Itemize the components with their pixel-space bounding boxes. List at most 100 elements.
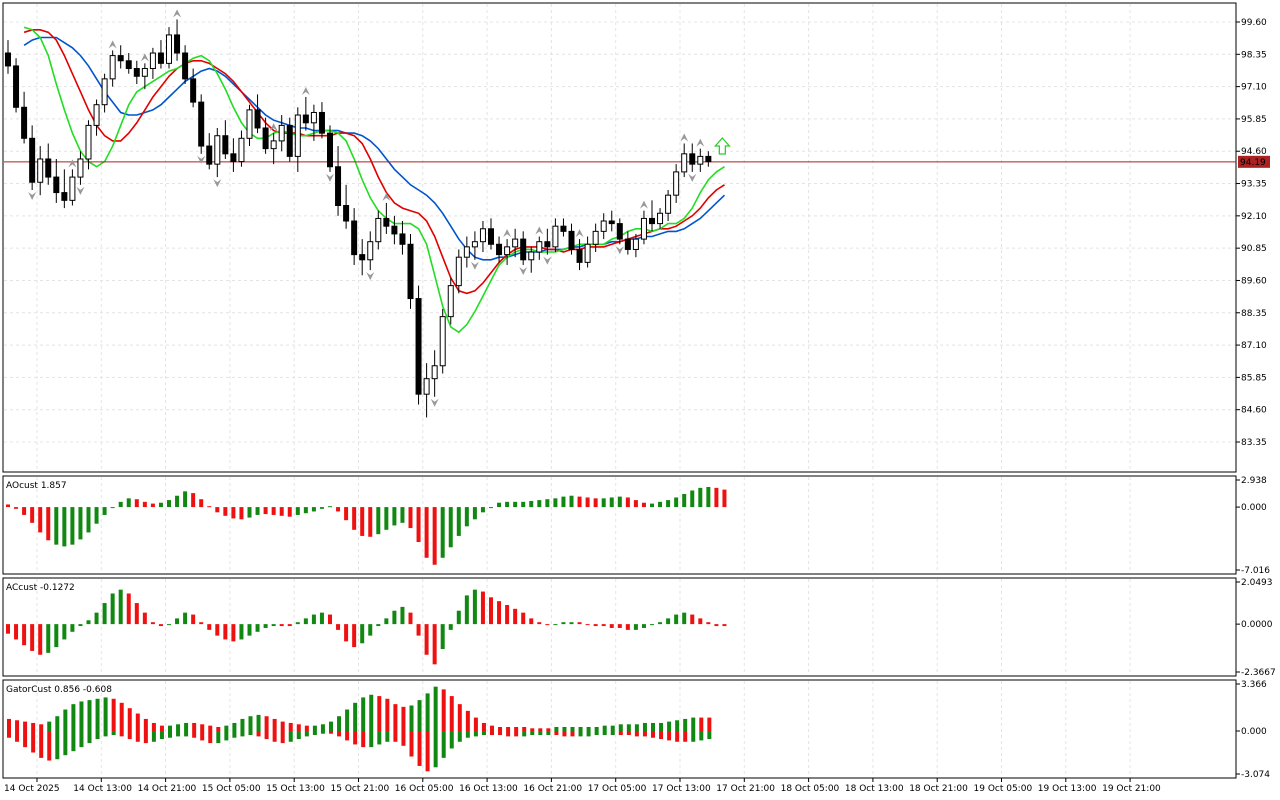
candle[interactable] (471, 231, 478, 260)
candle[interactable] (415, 285, 422, 405)
candle[interactable] (206, 133, 213, 170)
candle[interactable] (375, 210, 382, 250)
candle[interactable] (254, 94, 261, 134)
gator-pane[interactable]: 3.366 0.000 -3.074 GatorCust 0.856 -0.608 (2, 679, 1270, 780)
candle[interactable] (608, 210, 615, 232)
candle-body-up (141, 68, 148, 77)
gator-upper-bar (280, 721, 285, 732)
candle[interactable] (286, 117, 293, 162)
candle[interactable] (101, 73, 108, 113)
candle[interactable] (359, 239, 366, 276)
candle[interactable] (697, 148, 704, 172)
histogram-bar (376, 507, 381, 535)
histogram-bar (682, 612, 687, 625)
histogram-bar (497, 502, 502, 508)
candle[interactable] (423, 363, 430, 418)
candle[interactable] (657, 208, 664, 229)
candle[interactable] (584, 236, 591, 268)
candle[interactable] (149, 47, 156, 79)
candle[interactable] (568, 223, 575, 255)
candle[interactable] (246, 104, 253, 147)
main-pane[interactable]: 99.60 98.35 97.10 95.85 94.60 93.35 92.10 90.85… (2, 2, 1270, 473)
candle[interactable] (673, 164, 680, 203)
candle[interactable] (512, 228, 519, 258)
candle[interactable] (190, 68, 197, 108)
candle[interactable] (455, 249, 462, 294)
candle[interactable] (29, 125, 36, 190)
candle[interactable] (182, 45, 189, 85)
candle[interactable] (61, 169, 68, 209)
histogram-bar (126, 593, 131, 625)
candle[interactable] (689, 143, 696, 172)
candle[interactable] (705, 151, 712, 167)
candle[interactable] (528, 246, 535, 273)
candle[interactable] (5, 40, 11, 74)
candle[interactable] (536, 236, 543, 260)
candle[interactable] (327, 125, 333, 172)
candle[interactable] (632, 233, 639, 258)
candle[interactable] (544, 228, 551, 255)
candle[interactable] (85, 120, 92, 170)
candle[interactable] (496, 236, 503, 263)
ao-pane[interactable]: 2.938 0.000 -7.016 AOcust 1.857 (2, 475, 1270, 576)
candle[interactable] (125, 53, 132, 74)
candle[interactable] (407, 233, 414, 309)
candle[interactable] (399, 221, 406, 255)
candle[interactable] (93, 99, 100, 136)
candle[interactable] (576, 239, 583, 271)
candle[interactable] (174, 19, 181, 61)
candle[interactable] (649, 200, 655, 232)
candle[interactable] (520, 231, 527, 265)
candle[interactable] (383, 202, 390, 234)
candle[interactable] (262, 117, 269, 154)
candle[interactable] (109, 50, 116, 87)
candle[interactable] (592, 223, 599, 253)
candle[interactable] (166, 27, 172, 69)
candle[interactable] (157, 40, 164, 69)
candle[interactable] (335, 146, 342, 216)
candle[interactable] (214, 127, 221, 178)
candle[interactable] (198, 94, 205, 154)
candle[interactable] (343, 184, 350, 229)
candle[interactable] (463, 236, 470, 268)
candle[interactable] (600, 213, 607, 240)
candle[interactable] (45, 143, 52, 185)
candle[interactable] (230, 138, 237, 172)
candle[interactable] (488, 218, 494, 250)
candle[interactable] (560, 218, 567, 237)
candle[interactable] (318, 102, 325, 139)
candle[interactable] (640, 210, 647, 245)
candle[interactable] (294, 107, 301, 172)
candle[interactable] (238, 130, 245, 167)
candle[interactable] (13, 58, 20, 113)
candle[interactable] (479, 221, 486, 253)
candle[interactable] (133, 60, 140, 85)
candle[interactable] (681, 143, 688, 178)
candle[interactable] (504, 239, 511, 265)
candle[interactable] (310, 104, 317, 141)
candle[interactable] (351, 208, 358, 265)
candle[interactable] (141, 63, 148, 90)
ac-pane[interactable]: 2.0493 0.0000 -2.3667 ACcust -0.1272 (2, 577, 1276, 678)
candle[interactable] (616, 218, 623, 245)
candle[interactable] (69, 169, 76, 206)
candle[interactable] (278, 115, 285, 152)
candle[interactable] (53, 158, 60, 203)
candle[interactable] (21, 91, 28, 144)
candle[interactable] (77, 151, 84, 185)
candle[interactable] (665, 190, 672, 222)
candle[interactable] (439, 308, 446, 374)
candle[interactable] (447, 277, 454, 325)
candle-body-up (439, 316, 446, 367)
candle[interactable] (302, 96, 309, 131)
candle[interactable] (391, 215, 398, 245)
candle[interactable] (367, 231, 374, 271)
candle[interactable] (624, 231, 631, 255)
candle[interactable] (552, 218, 559, 253)
candle[interactable] (117, 45, 124, 69)
candle[interactable] (270, 133, 277, 165)
candle[interactable] (222, 120, 229, 159)
candle[interactable] (37, 146, 44, 196)
candle[interactable] (431, 350, 438, 397)
